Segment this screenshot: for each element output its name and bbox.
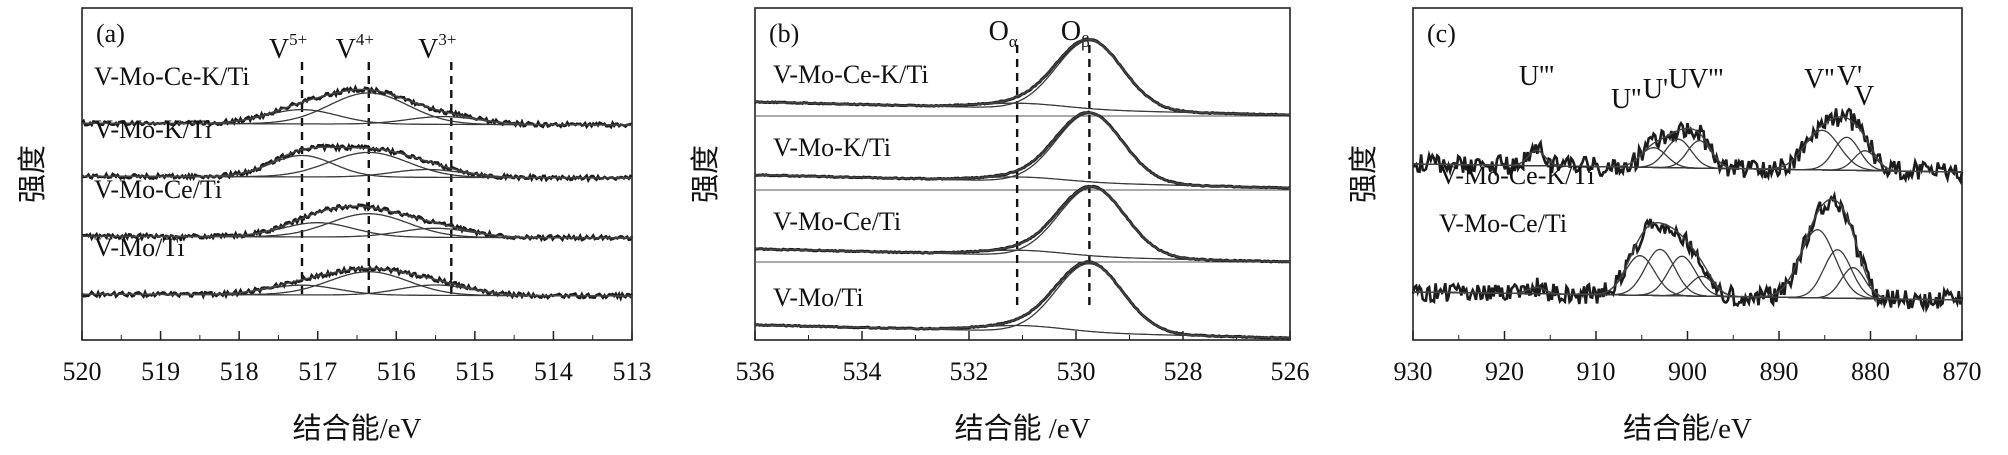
x-tick-label: 900 [1668, 357, 1707, 386]
series-label-v-mo-ce-k-ti: V-Mo-Ce-K/Ti [94, 62, 250, 91]
series-label-v-mo-k-ti: V-Mo-K/Ti [94, 115, 212, 144]
series-v-mo-ce-k-ti [1412, 107, 1964, 185]
fit-envelope [82, 267, 632, 297]
series-v-mo-ce-ti [1411, 190, 1964, 314]
fit-envelope [755, 261, 1290, 339]
reference-label-v5: V5+ [269, 30, 307, 65]
reference-label-o: Oα [989, 16, 1018, 51]
fit-envelope [82, 146, 632, 179]
raw-trace [1412, 107, 1964, 185]
x-tick-label: 516 [377, 357, 416, 386]
x-tick-label: 528 [1164, 357, 1203, 386]
x-tick-label: 930 [1394, 357, 1433, 386]
reference-label-v4: V4+ [336, 30, 374, 65]
x-tick-label: 519 [141, 357, 180, 386]
fit-envelope [1413, 115, 1962, 173]
series-v-mo-ti [754, 260, 1291, 340]
x-tick-label: 536 [736, 357, 775, 386]
series-label-v-mo-ce-k-ti: V-Mo-Ce-K/Ti [773, 60, 929, 89]
y-axis-label: 强度 [689, 145, 722, 203]
fit-envelope [755, 38, 1290, 116]
series-label-v-mo-ce-ti: V-Mo-Ce/Ti [773, 207, 901, 236]
x-tick-label: 530 [1057, 357, 1096, 386]
series-v-mo-ce-ti [81, 201, 634, 243]
series-label-v-mo-ce-k-ti: V-Mo-Ce-K/Ti [1439, 161, 1595, 190]
peak-label-v: V' [1837, 61, 1862, 92]
panel-tag: (b) [769, 19, 799, 48]
x-tick-label: 513 [613, 357, 652, 386]
x-tick-label: 532 [950, 357, 989, 386]
x-axis-label: 结合能/eV [293, 412, 422, 445]
series-v-mo-ce-k-ti [754, 37, 1291, 117]
series-label-v-mo-ti: V-Mo/Ti [773, 283, 864, 312]
panel-tag: (c) [1427, 19, 1456, 48]
peak-label-u: U' [1643, 74, 1668, 105]
y-axis-label: 强度 [1347, 145, 1380, 203]
x-tick-label: 518 [220, 357, 259, 386]
series-v-mo-ti [80, 264, 634, 302]
peak-label-v: V [1854, 81, 1874, 112]
x-tick-label: 514 [534, 357, 573, 386]
x-tick-label: 515 [455, 357, 494, 386]
x-axis-label: 结合能/eV [1623, 412, 1752, 445]
fit-envelope [1413, 198, 1962, 301]
peak-label-v: V''' [1688, 64, 1723, 95]
raw-trace [80, 264, 634, 302]
x-tick-label: 880 [1851, 357, 1890, 386]
x-tick-label: 920 [1485, 357, 1524, 386]
peak-label-u: U''' [1519, 61, 1554, 92]
series-label-v-mo-k-ti: V-Mo-K/Ti [773, 133, 891, 162]
series-v-mo-ce-k-ti [81, 84, 633, 130]
series-v-mo-k-ti [81, 141, 633, 184]
fit-envelope [82, 205, 632, 239]
x-tick-label: 520 [63, 357, 102, 386]
x-tick-label: 534 [843, 357, 882, 386]
x-axis-label: 结合能 /eV [954, 412, 1090, 445]
x-tick-label: 870 [1943, 357, 1982, 386]
panel-tag: (a) [96, 19, 125, 48]
peak-label-u: U'' [1611, 84, 1641, 115]
series-v-mo-ce-ti [754, 184, 1290, 264]
fit-envelope [755, 111, 1290, 189]
fit-envelope [755, 185, 1290, 263]
x-tick-label: 890 [1760, 357, 1799, 386]
raw-trace [81, 84, 633, 130]
x-tick-label: 517 [298, 357, 337, 386]
series-label-v-mo-ti: V-Mo/Ti [94, 233, 185, 262]
x-tick-label: 526 [1271, 357, 1310, 386]
x-tick-label: 910 [1577, 357, 1616, 386]
series-v-mo-k-ti [755, 110, 1291, 190]
panel-a: 520 519 518 517 516 515 514 513 结合能/eV 强度 (a) V5+ V4… [16, 7, 652, 445]
series-label-v-mo-ce-ti: V-Mo-Ce/Ti [94, 175, 222, 204]
series-label-v-mo-ce-ti: V-Mo-Ce/Ti [1439, 209, 1567, 238]
peak-label-v: V'' [1804, 64, 1834, 95]
fit-envelope [82, 88, 632, 126]
peak-label-u: U [1668, 64, 1688, 95]
plot-frame [81, 7, 633, 341]
y-axis-label: 强度 [16, 145, 49, 203]
reference-label-v3: V3+ [418, 30, 456, 65]
